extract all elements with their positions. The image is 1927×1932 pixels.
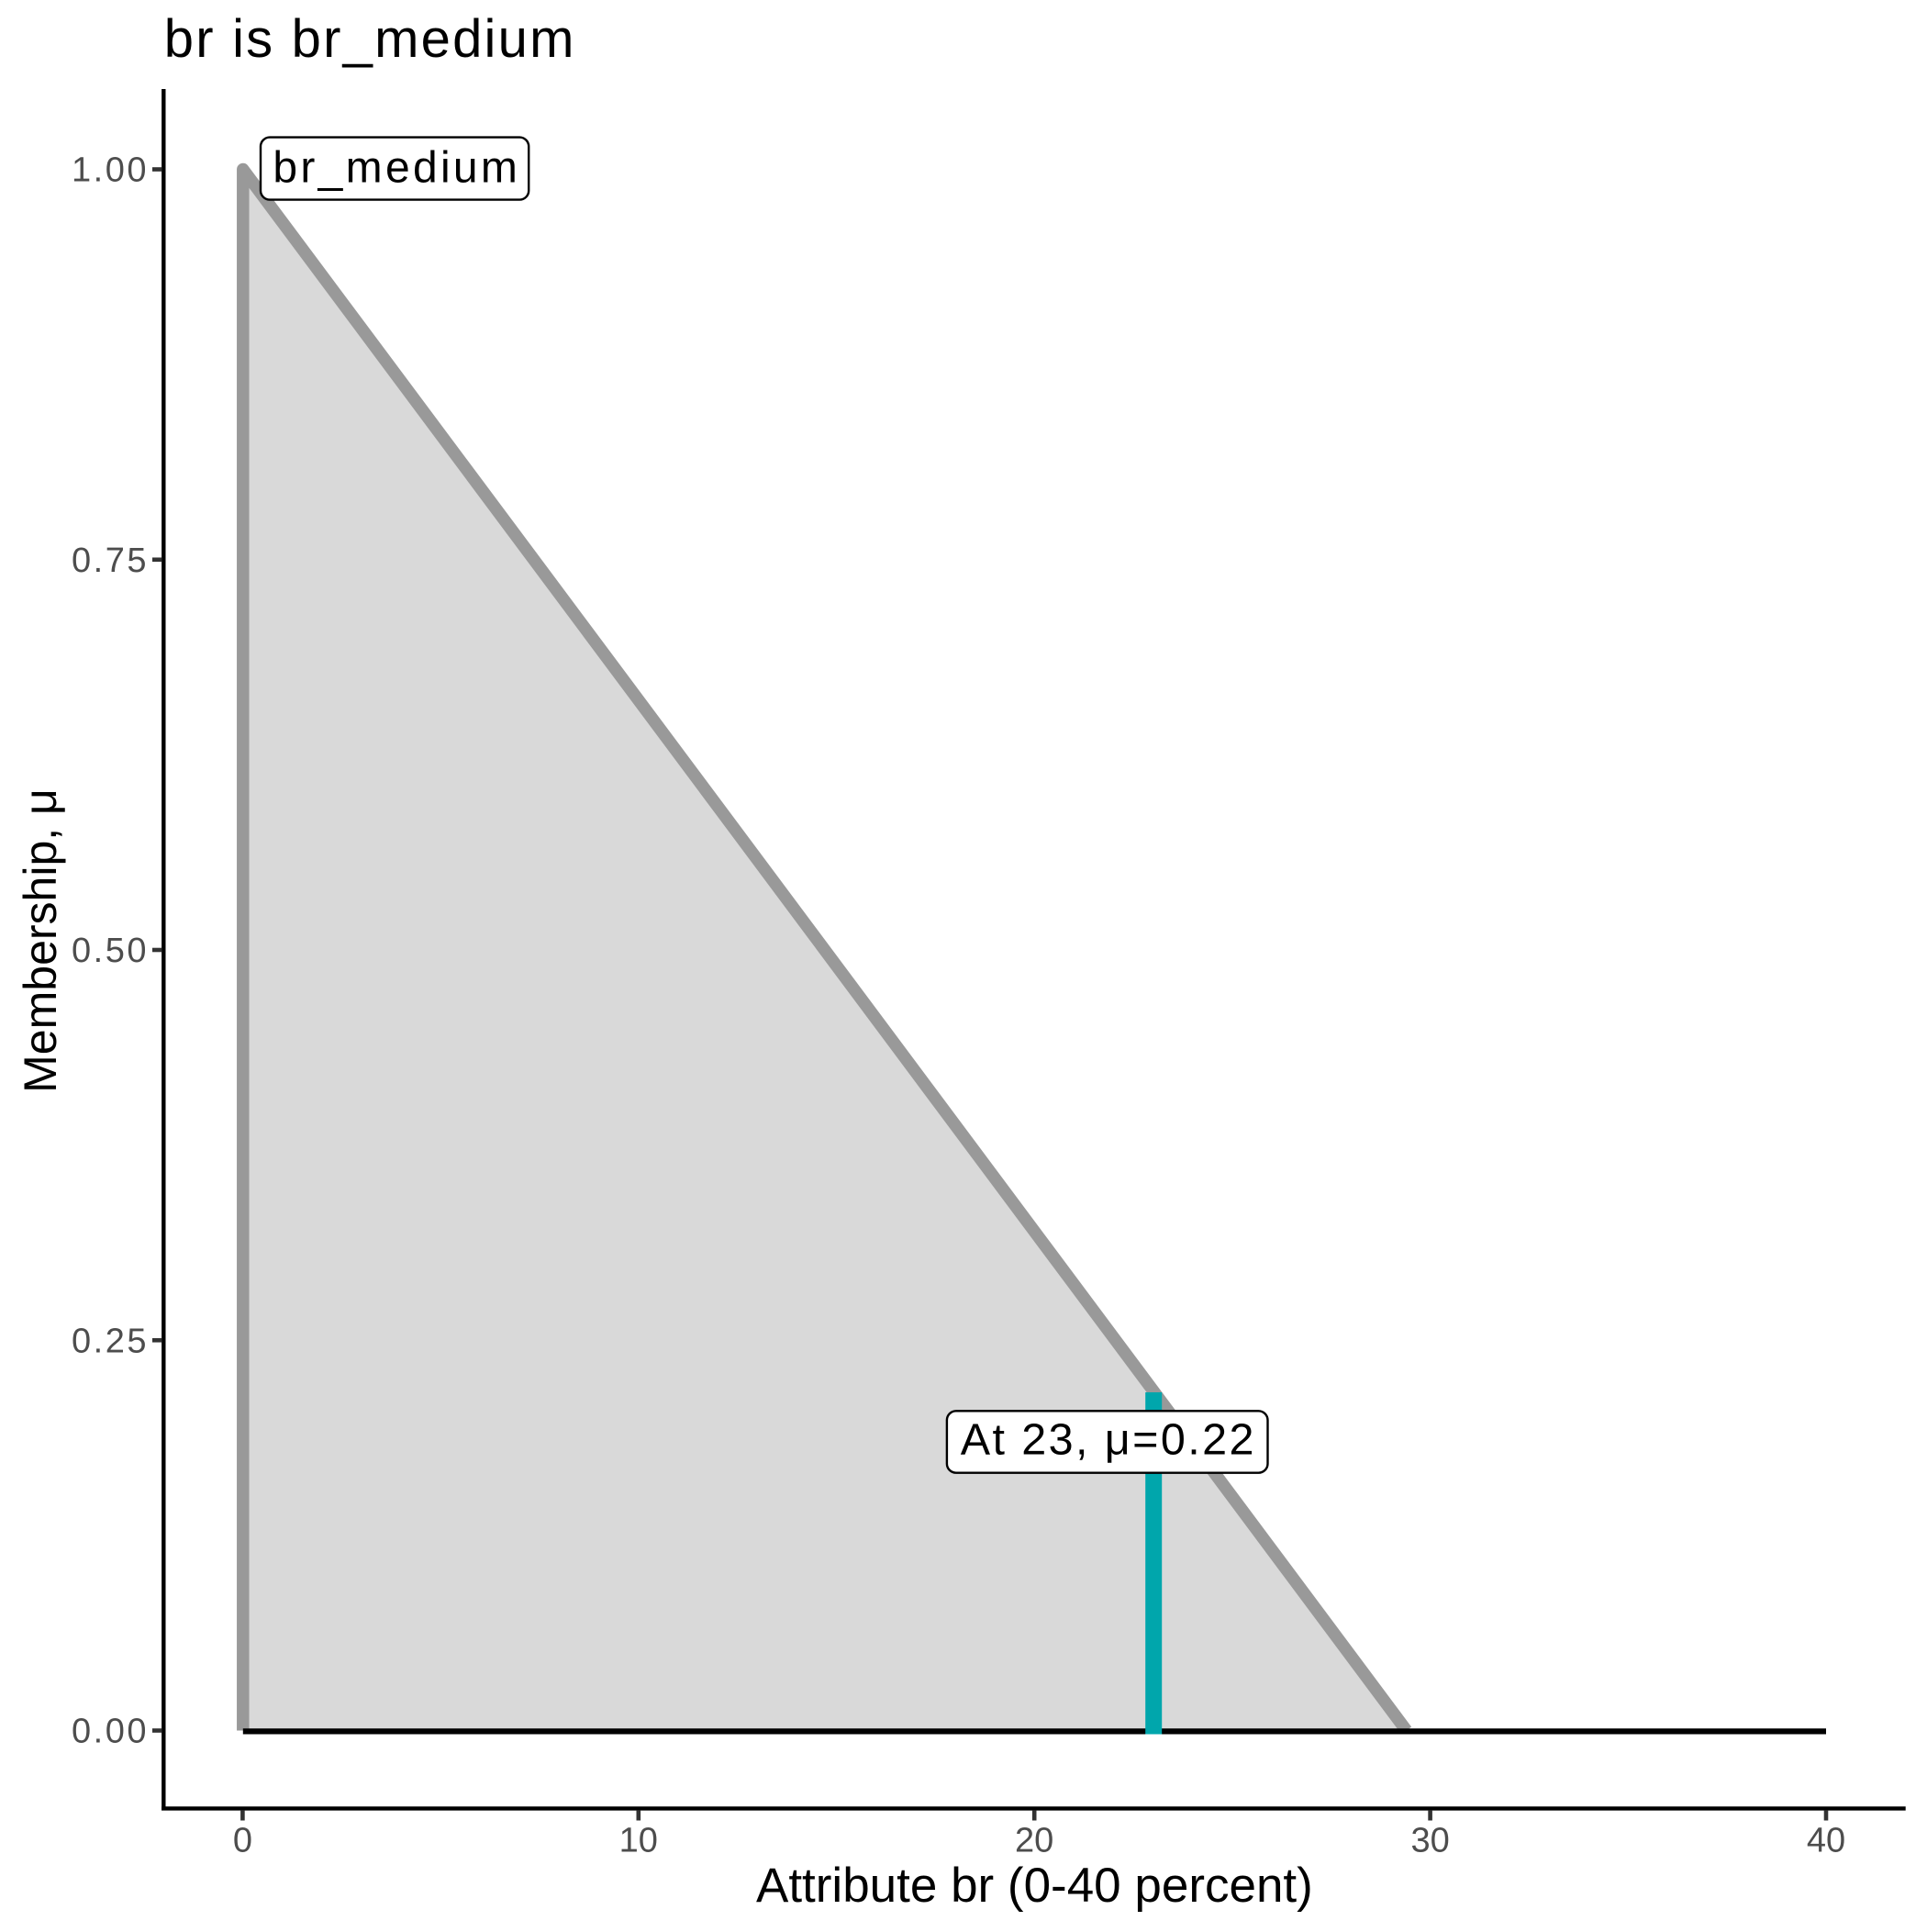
- svg-text:Attribute br (0-40 percent): Attribute br (0-40 percent): [756, 1859, 1313, 1913]
- svg-text:20: 20: [1015, 1822, 1053, 1860]
- svg-text:30: 30: [1410, 1822, 1449, 1860]
- svg-text:0.50: 0.50: [72, 932, 149, 970]
- svg-text:1.00: 1.00: [72, 151, 149, 190]
- svg-text:0.00: 0.00: [72, 1713, 149, 1751]
- svg-text:0.75: 0.75: [72, 542, 149, 580]
- svg-text:0.25: 0.25: [72, 1322, 149, 1360]
- svg-text:10: 10: [619, 1822, 658, 1860]
- svg-text:40: 40: [1807, 1822, 1845, 1860]
- svg-text:br is br_medium: br is br_medium: [164, 9, 576, 69]
- svg-text:br_medium: br_medium: [273, 144, 520, 193]
- svg-text:Membership, μ: Membership, μ: [15, 788, 66, 1093]
- svg-text:0: 0: [233, 1822, 252, 1860]
- svg-text:At 23, μ=0.22: At 23, μ=0.22: [961, 1415, 1256, 1465]
